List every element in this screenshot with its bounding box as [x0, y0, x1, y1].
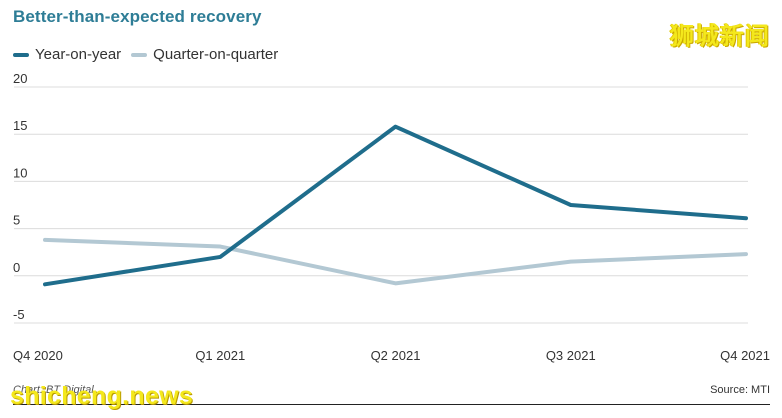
x-tick-label: Q3 2021 — [546, 348, 596, 363]
x-tick-label: Q4 2021 — [720, 348, 770, 363]
x-tick-label: Q2 2021 — [371, 348, 421, 363]
y-tick-label: 0 — [13, 260, 20, 275]
data-point-qoq — [569, 260, 573, 264]
y-tick-label: -5 — [13, 307, 25, 322]
data-point-yoy — [218, 255, 222, 259]
legend-item-qoq: Quarter-on-quarter — [131, 46, 278, 63]
data-point-qoq — [744, 252, 748, 256]
legend-swatch-qoq — [131, 52, 148, 57]
data-point-yoy — [43, 282, 47, 286]
data-point-qoq — [394, 281, 397, 285]
chart-title: Better-than-expected recovery — [13, 7, 262, 26]
legend-label-yoy: Year-on-year — [35, 46, 122, 63]
legend-label-qoq: Quarter-on-quarter — [153, 46, 279, 63]
legend-item-yoy: Year-on-year — [13, 46, 121, 63]
y-tick-label: 15 — [13, 118, 27, 133]
series-line-year-on-year — [43, 124, 748, 287]
y-tick-label: 5 — [13, 213, 20, 228]
bottom-divider — [13, 404, 770, 405]
chart-credit: Chart: BT Digital — [13, 384, 94, 396]
data-point-yoy — [394, 125, 397, 129]
chart-source: Source: MTI — [710, 384, 770, 396]
x-tick-label: Q4 2020 — [13, 348, 63, 363]
data-point-yoy — [569, 203, 573, 207]
legend-swatch-yoy — [13, 52, 29, 57]
y-tick-label: 10 — [13, 165, 27, 180]
data-point-qoq — [43, 238, 47, 242]
data-point-yoy — [744, 216, 748, 220]
watermark-logo-top: 狮城新闻 — [670, 23, 770, 50]
data-point-qoq — [218, 245, 222, 249]
legend: Year-on-year Quarter-on-quarter — [13, 46, 278, 63]
x-tick-label: Q1 2021 — [195, 348, 245, 363]
watermark-text-bottom: shicheng.news — [10, 382, 194, 410]
series-line-quarter-on-quarter — [43, 237, 748, 286]
y-tick-label: 20 — [13, 71, 27, 86]
